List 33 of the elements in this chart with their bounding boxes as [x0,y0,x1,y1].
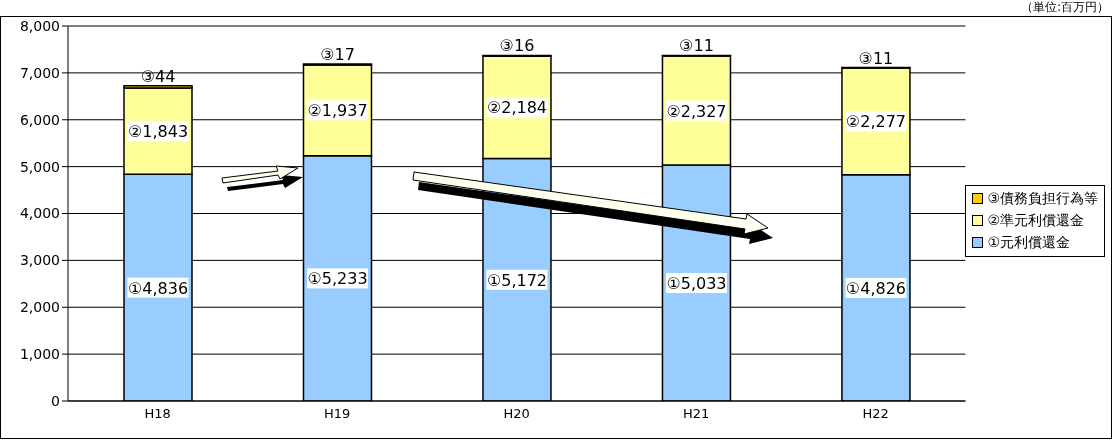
data-label: ③17 [320,45,355,65]
data-label: ①5,033 [666,274,727,294]
x-tick-label: H18 [144,406,171,422]
y-tick-label: 0 [51,392,60,409]
data-label: ①5,233 [307,269,368,289]
y-tick-label: 2,000 [19,299,60,316]
data-label: ②2,277 [845,112,907,132]
y-tick-label: 4,000 [19,205,60,222]
x-tick-label: H19 [324,406,351,422]
data-label: ②1,843 [127,122,189,142]
legend-label: ③債務負担行為等 [987,189,1098,208]
y-tick-label: 5,000 [19,158,60,175]
data-label: ③11 [858,48,894,68]
data-label: ②2,184 [486,98,548,118]
y-tick-label: 6,000 [19,111,60,128]
data-label: ②1,937 [307,101,368,121]
text: （単位:百万円） [1020,0,1109,14]
y-tick-label: 1,000 [19,346,60,363]
y-tick-label: 3,000 [19,252,60,269]
data-label: ①4,836 [127,278,189,298]
data-label: ①5,172 [486,270,548,290]
legend-label: ②準元利償還金 [987,211,1084,230]
data-label: ①4,826 [845,278,907,298]
y-tick-label: 8,000 [19,17,60,34]
data-label: ③11 [679,36,714,56]
x-tick-label: H22 [862,406,889,422]
data-label: ③16 [499,36,535,56]
data-label: ③44 [140,66,176,86]
legend-label: ①元利償還金 [987,233,1070,252]
x-tick-label: H21 [683,406,710,422]
y-tick-label: 7,000 [19,64,60,81]
x-tick-label: H20 [503,406,530,422]
data-label: ②2,327 [666,101,727,121]
